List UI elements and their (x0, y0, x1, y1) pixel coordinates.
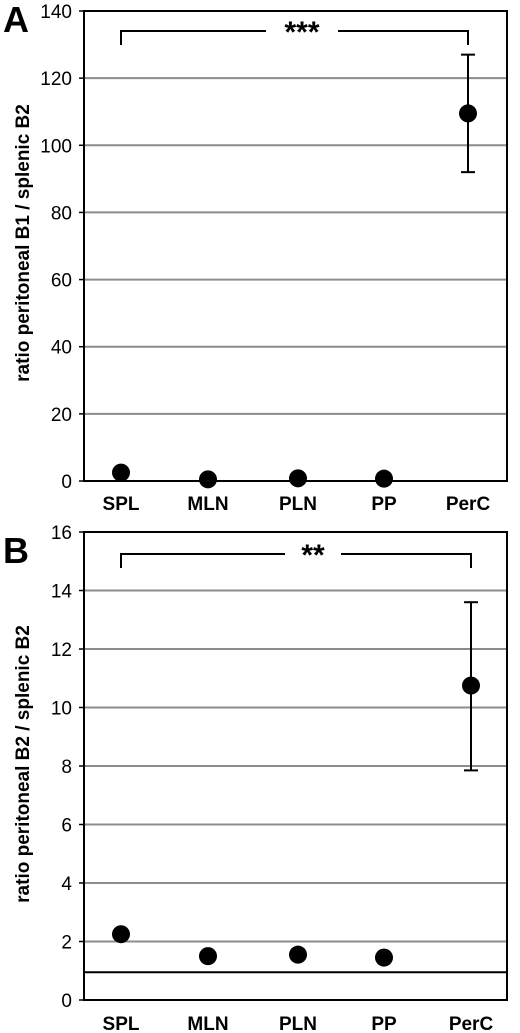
y-tick-label: 40 (51, 338, 72, 359)
data-point (375, 469, 393, 488)
data-point (289, 945, 307, 964)
y-tick-label: 8 (61, 757, 72, 778)
y-tick-label: 100 (40, 136, 72, 157)
y-tick-label: 20 (51, 405, 72, 426)
y-tick-label: 2 (61, 933, 72, 954)
y-tick-label: 6 (61, 816, 72, 837)
y-tick-label: 16 (51, 523, 72, 544)
x-tick-label: PerC (449, 1014, 494, 1033)
x-tick-label: PerC (446, 494, 491, 515)
y-tick-label: 14 (51, 582, 73, 603)
y-tick-label: 60 (51, 271, 72, 292)
x-tick-label: PP (371, 494, 397, 515)
data-point (112, 925, 130, 944)
plot-frame (83, 10, 508, 482)
y-tick-label: 0 (61, 991, 72, 1012)
x-tick-label: MLN (187, 1014, 228, 1033)
data-point (375, 948, 393, 967)
y-tick-label: 10 (51, 699, 72, 720)
data-point (459, 104, 477, 123)
y-tick-label: 0 (61, 472, 72, 493)
data-point (462, 676, 480, 695)
significance-bracket-left (120, 553, 285, 568)
x-tick-label: PLN (279, 1014, 317, 1033)
y-tick-label: 4 (61, 874, 72, 895)
panel-a: 0 20 40 60 80 100 120 140 ratio peritoneal B1 / … (3, 0, 508, 515)
y-axis-label: ratio peritoneal B2 / splenic B2 (13, 625, 34, 903)
panel-letter: B (3, 530, 29, 571)
x-tick-label: PP (371, 1014, 397, 1033)
panel-letter: A (3, 0, 29, 40)
significance-bracket-left (120, 30, 266, 45)
significance-bracket-right (341, 553, 472, 568)
y-tick-label: 80 (51, 203, 72, 224)
data-point (112, 463, 130, 482)
significance-bracket-right (338, 30, 469, 45)
y-tick-label: 120 (40, 69, 72, 90)
y-tick-label: 12 (51, 640, 72, 661)
panel-b: 0 2 4 6 8 10 12 14 16 ratio peritoneal B2 / splen… (3, 523, 508, 1033)
data-point (199, 470, 217, 489)
x-tick-label: SPL (103, 494, 140, 515)
plot-frame (83, 531, 508, 1001)
x-tick-label: MLN (187, 494, 228, 515)
x-tick-label: SPL (103, 1014, 140, 1033)
significance-label: *** (284, 16, 319, 49)
y-axis-label: ratio peritoneal B1 / splenic B2 (13, 104, 34, 382)
x-tick-label: PLN (279, 494, 317, 515)
y-tick-label: 140 (40, 2, 72, 23)
data-point (289, 469, 307, 488)
significance-label: ** (301, 539, 325, 572)
data-point (199, 947, 217, 966)
